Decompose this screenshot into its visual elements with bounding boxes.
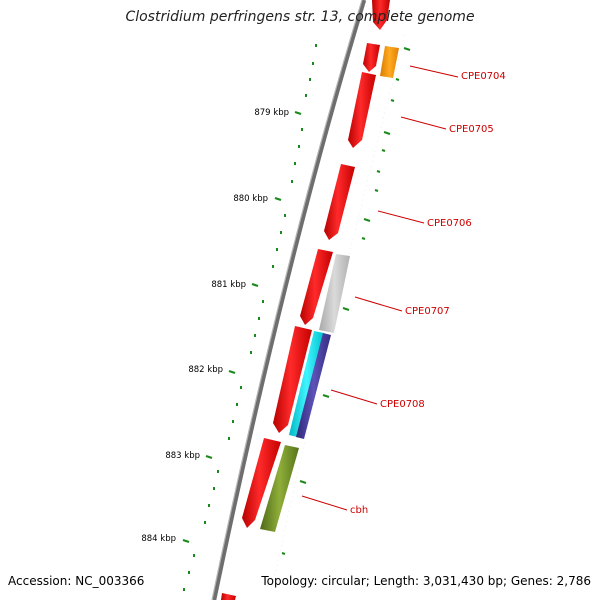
gene-gray-cpe0707 <box>319 254 350 333</box>
gene-arrow-bottom <box>221 593 236 600</box>
gene-label: CPE0704 <box>461 71 506 82</box>
gene-arrow-top <box>372 0 390 30</box>
ruler-label: 881 kbp <box>211 280 246 290</box>
outer-ticks <box>281 47 411 555</box>
ruler-ticks <box>183 44 317 591</box>
gene-labels: CPE0704 CPE0705 CPE0706 CPE0707 CPE0708 … <box>350 71 506 516</box>
topology-text: Topology: circular; Length: 3,031,430 bp… <box>261 574 591 588</box>
gene-navy-cpe0708 <box>296 333 331 439</box>
gene-label: CPE0707 <box>405 306 450 317</box>
ruler-label: 884 kbp <box>141 534 176 544</box>
gene-arrow-cpe0707 <box>300 249 333 325</box>
ruler-label: 883 kbp <box>165 451 200 461</box>
gene-arrow-cpe0706 <box>324 164 355 240</box>
genome-backbone-highlight <box>211 0 363 600</box>
ruler-label: 879 kbp <box>254 108 289 118</box>
gene-arrow-cpe0705 <box>348 72 376 148</box>
gene-label: CPE0706 <box>427 218 472 229</box>
gene-olive-cbh <box>260 445 299 532</box>
genome-backbone <box>211 0 367 600</box>
gene-arrow-cbh-a <box>242 438 281 528</box>
gene-arrow-cpe0704 <box>363 43 380 72</box>
gene-cyan-cpe0708 <box>289 331 324 437</box>
ruler-major-ticks <box>182 110 302 544</box>
gene-arrow-cpe0708 <box>273 326 312 433</box>
label-leaders <box>301 65 459 511</box>
gene-label: CPE0705 <box>449 124 494 135</box>
outer-marker-arc <box>271 34 406 589</box>
accession-text: Accession: NC_003366 <box>8 574 145 588</box>
genes <box>221 0 399 600</box>
gene-label: CPE0708 <box>380 399 425 410</box>
ruler-label: 880 kbp <box>233 194 268 204</box>
map-title: Clostridium perfringens str. 13, complet… <box>125 9 475 25</box>
gene-orange-cpe0704 <box>380 46 399 78</box>
ruler-labels: 879 kbp 880 kbp 881 kbp 882 kbp 883 kbp … <box>141 108 289 544</box>
ruler-label: 882 kbp <box>188 365 223 375</box>
gene-label: cbh <box>350 505 368 516</box>
